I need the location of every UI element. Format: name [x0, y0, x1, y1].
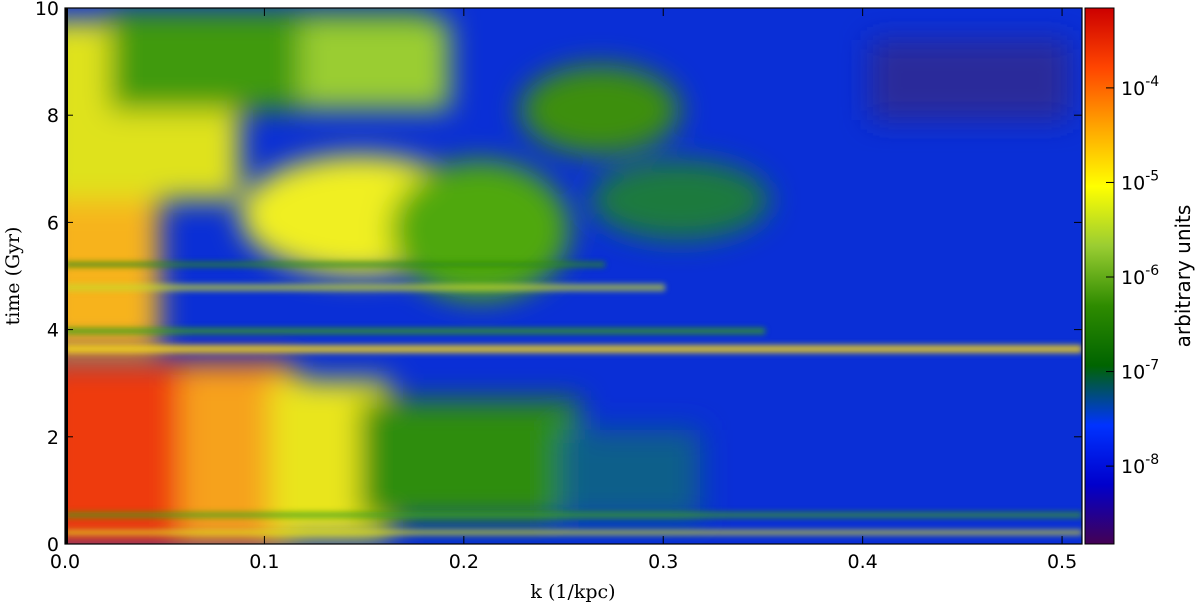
y-tick-label: 8: [47, 105, 59, 127]
streak-0-5gyr: [65, 512, 1082, 518]
y-axis-title: time (Gyr): [2, 227, 24, 326]
x-axis: 0.0 0.1 0.2 0.3 0.4 0.5: [50, 8, 1077, 573]
y-tick-label: 2: [47, 427, 59, 449]
colorbar-tick-label: 10-5: [1121, 168, 1159, 194]
x-tick-label: 0.2: [449, 551, 479, 573]
colorbar-tick-label: 10-4: [1121, 74, 1159, 100]
heatmap-streaks: [65, 262, 1082, 535]
heatmap-blobs: [65, 10, 1070, 544]
colorbar-ticks: 10-8 10-7 10-6 10-5 10-4: [1106, 74, 1159, 478]
y-axis: 0 2 4 6 8 10: [35, 0, 1082, 556]
colorbar-gradient-bar: [1084, 7, 1115, 545]
region-mid-hump-green: [390, 160, 570, 300]
y-tick-label: 4: [47, 320, 59, 342]
x-tick-label: 0.3: [648, 551, 678, 573]
region-late-green-b: [300, 20, 450, 110]
y-tick-label: 0: [47, 534, 59, 556]
y-tick-label: 6: [47, 212, 59, 234]
region-mid-green-c: [590, 160, 770, 240]
colorbar-title: arbitrary units: [1171, 205, 1195, 348]
streak-transition: [65, 345, 1082, 353]
heatmap-left-edge: [65, 8, 68, 544]
x-tick-label: 0.0: [50, 551, 80, 573]
colorbar-tick-label: 10-8: [1121, 452, 1159, 478]
colorbar-tick-label: 10-7: [1121, 358, 1159, 384]
x-tick-label: 0.4: [848, 551, 878, 573]
region-early-blue-green: [560, 430, 700, 520]
region-mid-green-b: [520, 65, 680, 155]
streak-5-5gyr: [65, 262, 605, 267]
x-tick-label: 0.1: [249, 551, 279, 573]
colorbar-tick-label: 10-6: [1121, 263, 1159, 289]
plot-frame: [64, 7, 1083, 545]
streak-5gyr: [65, 284, 665, 291]
x-axis-title: k (1/kpc): [530, 581, 615, 603]
colorbar: 10-8 10-7 10-6 10-5 10-4 arbitrary units: [1084, 7, 1195, 545]
x-tick-label: 0.5: [1047, 551, 1077, 573]
streak-0-2gyr: [65, 530, 1082, 535]
region-high-k-purple: [870, 40, 1070, 120]
y-tick-label: 10: [35, 0, 59, 20]
heatmap-image: [65, 8, 1082, 544]
region-early-green: [360, 400, 580, 520]
streak-4gyr: [65, 328, 765, 334]
